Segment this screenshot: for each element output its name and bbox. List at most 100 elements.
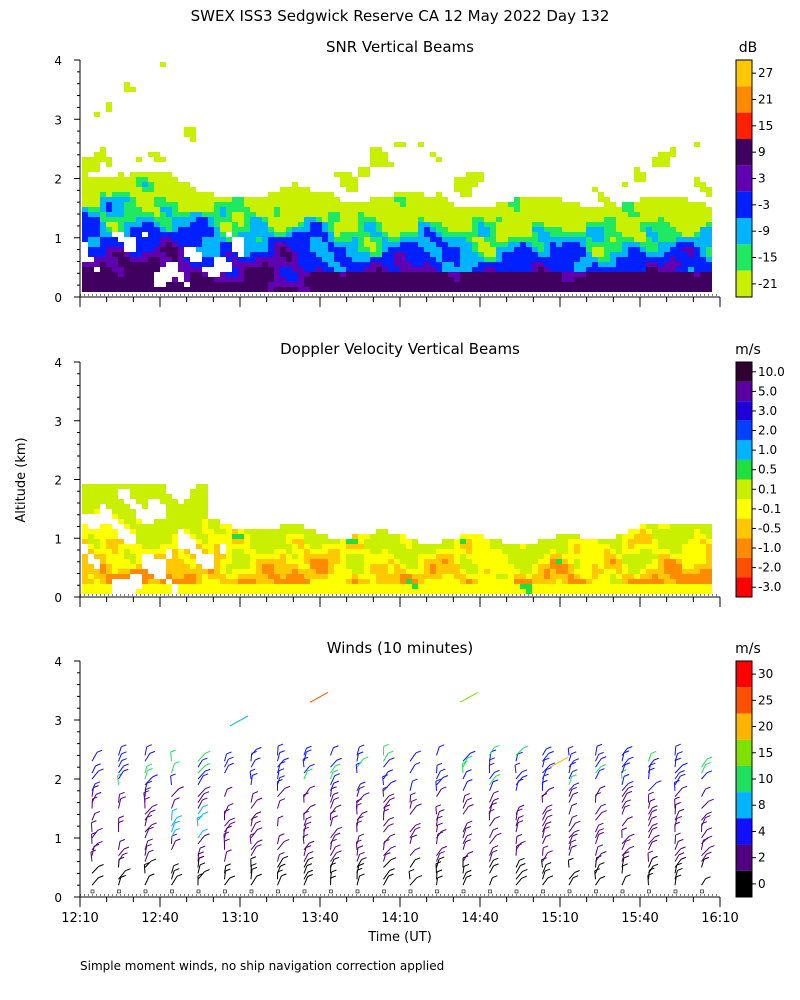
calm-marker: [382, 889, 386, 894]
snr-cell: [616, 237, 622, 242]
velocity-cell: [262, 549, 268, 554]
wind-barb-flag: [624, 851, 630, 855]
snr-cell: [226, 247, 232, 252]
snr-cell: [190, 282, 196, 287]
snr-cell: [370, 152, 376, 157]
velocity-cell: [658, 579, 664, 584]
wind-barb-flag: [388, 793, 395, 797]
wind-barb: [250, 846, 257, 856]
velocity-cell: [214, 534, 220, 539]
snr-cell: [94, 157, 100, 162]
wind-barb-flag: [97, 827, 103, 831]
snr-cell: [250, 282, 256, 287]
velocity-cell: [556, 589, 562, 594]
snr-cell: [400, 257, 406, 262]
velocity-cell: [646, 569, 652, 574]
snr-cell: [160, 207, 166, 212]
velocity-cell: [382, 554, 388, 559]
snr-cell: [544, 227, 550, 232]
snr-cell: [148, 272, 154, 277]
snr-cell: [610, 217, 616, 222]
wind-barb-flag: [435, 804, 442, 808]
snr-cell: [328, 232, 334, 237]
snr-cell: [658, 157, 664, 162]
snr-cell: [406, 192, 412, 197]
snr-cell: [436, 192, 442, 197]
snr-cell: [106, 202, 112, 207]
wind-barb-flag: [649, 767, 655, 771]
snr-cell: [694, 272, 700, 277]
velocity-cell: [214, 569, 220, 574]
wind-barb: [489, 877, 493, 886]
snr-cell: [628, 282, 634, 287]
snr-cell: [298, 217, 304, 222]
snr-cell: [202, 277, 208, 282]
panel-title: SNR Vertical Beams: [326, 38, 474, 56]
snr-cell: [616, 217, 622, 222]
velocity-cell: [112, 539, 118, 544]
snr-cell: [148, 287, 154, 292]
wind-barb-flag: [439, 809, 445, 813]
velocity-cell: [574, 579, 580, 584]
velocity-cell: [190, 569, 196, 574]
velocity-cell: [328, 539, 334, 544]
snr-cell: [262, 252, 268, 257]
snr-cell: [172, 217, 178, 222]
wind-barb: [224, 758, 229, 768]
snr-cell: [196, 207, 202, 212]
velocity-cell: [244, 529, 250, 534]
velocity-cell: [172, 524, 178, 529]
velocity-cell: [166, 499, 172, 504]
snr-cell: [112, 282, 118, 287]
snr-cell: [538, 232, 544, 237]
velocity-cell: [466, 574, 472, 579]
snr-cell: [244, 257, 250, 262]
snr-cell: [352, 237, 358, 242]
snr-cell: [100, 257, 106, 262]
velocity-cell: [676, 569, 682, 574]
wind-barb-flag: [334, 773, 340, 777]
velocity-cell: [370, 584, 376, 589]
colorbar-label: 21: [758, 93, 773, 107]
velocity-cell: [184, 514, 190, 519]
velocity-cell: [304, 544, 310, 549]
snr-cell: [490, 242, 496, 247]
velocity-cell: [208, 589, 214, 594]
snr-cell: [298, 252, 304, 257]
velocity-cell: [508, 549, 514, 554]
wind-barb-flag: [174, 820, 180, 824]
snr-cell: [322, 232, 328, 237]
wind-barb-flag: [360, 781, 366, 785]
snr-cell: [148, 182, 154, 187]
wind-barb-flag: [412, 778, 418, 782]
velocity-cell: [190, 559, 196, 564]
snr-cell: [280, 257, 286, 262]
snr-cell: [148, 282, 154, 287]
wind-barb: [229, 715, 249, 727]
velocity-cell: [532, 564, 538, 569]
snr-cell: [520, 222, 526, 227]
snr-cell: [400, 217, 406, 222]
snr-cell: [226, 237, 232, 242]
wind-barb: [489, 772, 495, 780]
velocity-cell: [520, 544, 526, 549]
velocity-cell: [334, 589, 340, 594]
snr-cell: [88, 157, 94, 162]
calm-marker: [355, 889, 360, 894]
velocity-cell: [658, 559, 664, 564]
velocity-cell: [298, 539, 304, 544]
wind-barb: [515, 771, 523, 780]
snr-cell: [250, 247, 256, 252]
velocity-cell: [568, 544, 574, 549]
velocity-cell: [454, 564, 460, 569]
y-tick-label: 3: [54, 714, 62, 728]
snr-cell: [358, 202, 364, 207]
snr-cell: [244, 262, 250, 267]
snr-cell: [646, 272, 652, 277]
wind-barb-flag: [252, 791, 259, 795]
snr-cell: [394, 222, 400, 227]
snr-cell: [106, 262, 112, 267]
velocity-cell: [88, 489, 94, 494]
colorbar-swatch: [736, 577, 752, 597]
velocity-cell: [640, 549, 646, 554]
